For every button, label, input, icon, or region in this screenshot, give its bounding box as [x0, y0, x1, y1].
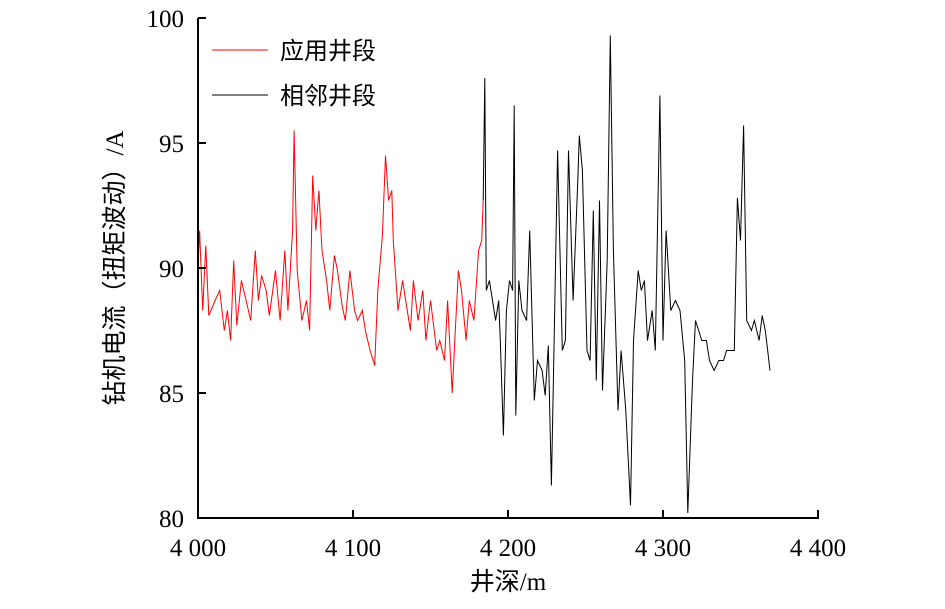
- y-tick-label: 95: [159, 131, 184, 158]
- x-tick-label: 4 300: [635, 535, 691, 562]
- ticks: 4 000 4 100 4 200 4 300 4 400 80 85 90 95 100: [147, 6, 847, 562]
- x-tick-label: 4 200: [480, 535, 536, 562]
- x-axis-label: 井深/m: [470, 568, 547, 596]
- legend-label-1: 相邻井段: [280, 83, 376, 110]
- y-tick-label: 80: [159, 506, 184, 533]
- y-tick-label: 100: [147, 6, 185, 33]
- y-axis-label: 钻机电流（扭矩波动）/A: [101, 130, 129, 405]
- series-line-0: [197, 130, 484, 394]
- x-tick-label: 4 400: [790, 535, 846, 562]
- x-tick-label: 4 000: [170, 535, 226, 562]
- y-tick-label: 85: [159, 381, 184, 408]
- x-tick-label: 4 100: [325, 535, 381, 562]
- series-layer: [197, 35, 771, 514]
- series-line-1: [482, 35, 771, 514]
- legend: 应用井段 相邻井段: [212, 38, 376, 110]
- y-tick-label: 90: [159, 256, 184, 283]
- legend-label-0: 应用井段: [280, 38, 376, 65]
